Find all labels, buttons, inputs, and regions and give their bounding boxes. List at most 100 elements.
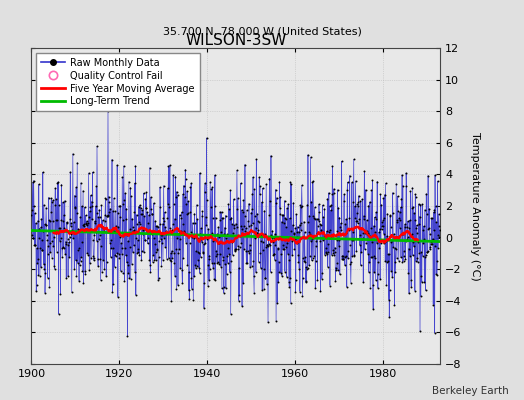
Point (283, 251, 292, 257)
Point (327, 202, 335, 208)
Point (383, 233, 391, 239)
Point (54, 311, 63, 317)
Point (233, 205, 242, 212)
Point (142, 205, 150, 211)
Point (177, 228, 185, 234)
Point (56, 225, 64, 232)
Point (90, 255, 99, 261)
Point (133, 212, 141, 218)
Point (341, 221, 350, 227)
Point (110, 195, 118, 202)
Point (100, 228, 108, 234)
Point (431, 330, 439, 336)
Point (339, 253, 347, 260)
Point (92, 183, 101, 190)
Point (387, 268, 395, 274)
Point (290, 246, 299, 252)
Point (263, 242, 271, 248)
Point (342, 253, 350, 260)
Point (223, 271, 231, 277)
Point (232, 224, 241, 230)
Point (141, 237, 149, 244)
Point (235, 265, 243, 271)
Point (192, 265, 200, 272)
Point (117, 245, 126, 251)
Point (275, 179, 283, 185)
Point (28, 232, 36, 238)
Point (271, 230, 279, 237)
Point (63, 236, 72, 242)
Point (237, 207, 246, 213)
Point (246, 247, 255, 254)
Point (173, 235, 181, 241)
Point (84, 220, 92, 226)
Point (211, 276, 220, 283)
Point (35, 235, 43, 241)
Point (101, 218, 109, 224)
Point (163, 215, 171, 222)
Point (45, 217, 53, 223)
Point (75, 226, 84, 233)
Point (154, 223, 162, 230)
Point (171, 273, 179, 279)
Point (83, 222, 92, 228)
Point (222, 235, 231, 241)
Point (45, 284, 53, 290)
Point (144, 234, 152, 241)
Point (149, 252, 158, 258)
Point (224, 260, 232, 266)
Point (350, 252, 358, 258)
Point (308, 236, 316, 242)
Point (260, 231, 269, 238)
Point (91, 203, 100, 209)
Point (246, 242, 254, 248)
Point (378, 222, 386, 229)
Point (144, 240, 152, 247)
Point (60, 225, 69, 232)
Point (129, 242, 138, 249)
Point (337, 220, 345, 226)
Point (255, 174, 264, 180)
Point (195, 249, 203, 256)
Point (184, 198, 192, 204)
Point (58, 244, 66, 251)
Point (169, 201, 178, 208)
Point (307, 154, 315, 160)
Point (310, 253, 318, 259)
Point (66, 234, 74, 240)
Point (332, 264, 340, 271)
Point (431, 243, 440, 249)
Point (114, 250, 123, 257)
Point (158, 232, 166, 238)
Point (214, 224, 222, 230)
Point (239, 197, 248, 203)
Point (410, 217, 419, 224)
Point (90, 257, 98, 264)
Point (387, 224, 395, 230)
Point (274, 278, 282, 285)
Point (366, 199, 374, 205)
Point (288, 222, 297, 228)
Point (279, 212, 288, 218)
Point (164, 163, 172, 169)
Point (185, 269, 193, 275)
Point (303, 266, 311, 272)
Point (215, 261, 224, 268)
Point (117, 240, 125, 247)
Point (311, 284, 320, 291)
Point (64, 239, 73, 246)
Point (318, 269, 326, 276)
Point (236, 180, 245, 186)
Point (119, 270, 127, 276)
Point (53, 216, 61, 223)
Point (380, 240, 389, 246)
Point (110, 228, 118, 234)
Point (71, 205, 79, 211)
Point (80, 204, 89, 210)
Point (337, 158, 346, 164)
Point (74, 246, 82, 253)
Point (295, 266, 303, 272)
Point (99, 217, 107, 224)
Point (209, 215, 217, 222)
Point (238, 226, 247, 232)
